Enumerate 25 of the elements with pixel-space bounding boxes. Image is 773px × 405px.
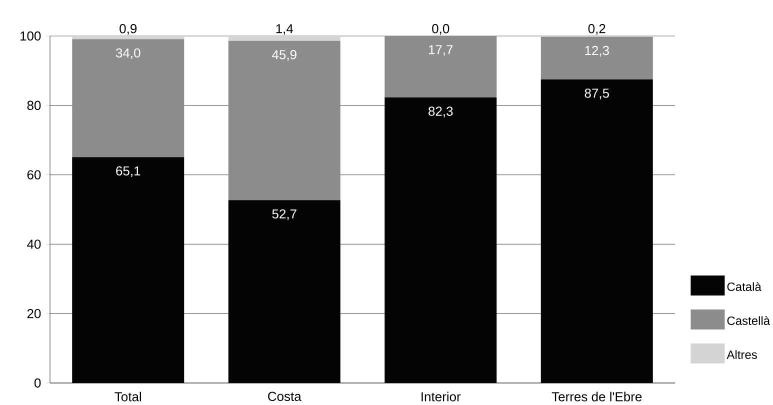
data-label: 0,0 <box>432 24 450 35</box>
data-label: 87,5 <box>584 88 609 100</box>
x-tick-label: Terres de l'Ebre <box>552 392 642 402</box>
x-tick-label: Total <box>114 392 142 402</box>
legend-label: Castellà <box>727 316 770 325</box>
data-label: 34,0 <box>116 48 140 60</box>
data-label: 52,7 <box>272 209 296 220</box>
data-label: 0,2 <box>588 24 606 35</box>
legend-label: Català <box>727 282 762 291</box>
x-tick-label: Interior <box>422 392 461 402</box>
data-label: 12,3 <box>585 46 609 57</box>
data-label: 65,1 <box>116 166 140 178</box>
data-label: 45,9 <box>272 50 296 61</box>
x-tick-label: Costa <box>268 392 302 402</box>
y-tick-label: 80 <box>27 100 41 110</box>
y-tick-label: 20 <box>27 308 41 318</box>
y-tick-label: 0 <box>34 378 41 388</box>
data-label: 0,9 <box>120 24 137 35</box>
data-label: 82,3 <box>428 106 453 118</box>
data-label: 1,4 <box>276 24 294 35</box>
y-tick-label: 100 <box>20 31 41 41</box>
legend-label: Altres <box>726 350 757 359</box>
y-tick-label: 40 <box>27 240 41 249</box>
data-label: 17,7 <box>428 45 453 56</box>
y-tick-label: 60 <box>27 170 41 180</box>
